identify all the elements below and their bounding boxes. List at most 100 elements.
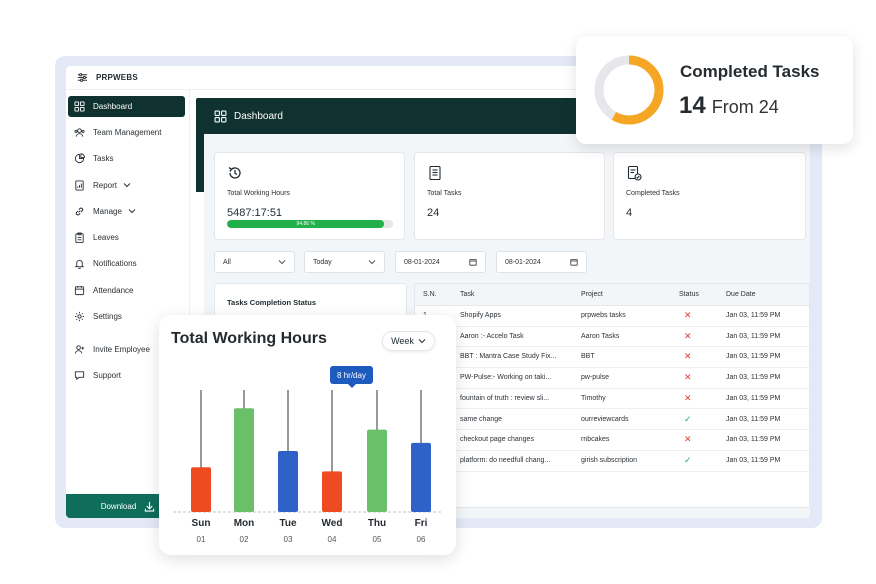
status-pending-icon: ✕: [684, 310, 692, 320]
sidebar-item-label: Report: [93, 180, 118, 190]
chevron-down-icon: [368, 260, 376, 265]
date-from-value: 08-01-2024: [404, 258, 440, 266]
brand-name: PRPWEBS: [96, 73, 138, 82]
sidebar-item-tasks[interactable]: Tasks: [68, 148, 185, 169]
chart-tooltip: 8 hr/day: [330, 366, 373, 388]
column-header: Status: [679, 291, 699, 298]
bar-fri[interactable]: [411, 442, 431, 512]
download-icon: [145, 501, 155, 512]
cell-due-date: Jan 03, 11:59 PM: [726, 353, 781, 361]
sidebar-item-label: Tasks: [93, 154, 114, 163]
cell-due-date: Jan 03, 11:59 PM: [726, 374, 781, 382]
cell-project: pw-pulse: [581, 374, 610, 382]
bar-mon[interactable]: [234, 408, 254, 512]
sidebar-item-team-management[interactable]: Team Management: [68, 122, 185, 143]
day-number: 02: [239, 535, 249, 544]
sidebar-item-leaves[interactable]: Leaves: [68, 227, 185, 248]
working-hours-progress: 94.86 %: [227, 220, 393, 228]
chevron-down-icon: [128, 209, 136, 214]
calendar-icon: [469, 259, 477, 266]
cell-project: prpwebs tasks: [581, 312, 626, 319]
cell-due-date: Jan 03, 11:59 PM: [726, 332, 781, 340]
sidebar-item-label: Leaves: [93, 233, 119, 242]
sidebar-item-label: Dashboard: [93, 102, 133, 111]
bar-wed[interactable]: [322, 471, 342, 512]
sidebar-item-settings[interactable]: Settings: [68, 306, 185, 327]
cell-due-date: Jan 03, 11:59 PM: [726, 312, 781, 319]
cell-due-date: Jan 03, 11:59 PM: [726, 394, 781, 402]
cell-task: Aaron :- Accelo Task: [460, 332, 524, 340]
cell-task: platform: do needfull chang...: [460, 456, 551, 464]
table-row[interactable]: checkout page changes rnbcakes ✕ Jan 03, 11…: [415, 430, 809, 451]
calendar-icon: [74, 285, 85, 295]
working-hours-card: Total Working Hours Week 8 hr/day Sun 01 M…: [159, 315, 456, 555]
sidebar-item-support[interactable]: Support: [68, 365, 185, 386]
table-row[interactable]: same change ourreviewcards ✓ Jan 03, 11:59 …: [415, 410, 809, 431]
stat-label: Completed Tasks: [626, 190, 680, 197]
cell-due-date: Jan 03, 11:59 PM: [726, 456, 781, 464]
user-plus-icon: [74, 344, 85, 354]
top-bar: PRPWEBS: [66, 66, 810, 90]
date-to-value: 08-01-2024: [505, 258, 541, 266]
page-title: Dashboard: [234, 110, 283, 122]
cell-project: Aaron Tasks: [581, 332, 620, 340]
scope-value: All: [223, 258, 231, 266]
period-dropdown-label: Week: [391, 336, 414, 346]
scope-select[interactable]: All: [214, 251, 295, 273]
document-check-icon: [627, 165, 642, 181]
grid-icon: [74, 101, 85, 112]
sidebar-item-label: Attendance: [93, 285, 134, 295]
date-from-input[interactable]: 08-01-2024: [395, 251, 486, 273]
stat-card-working-hours: Total Working Hours 5487:17:51 94.86 %: [214, 152, 405, 240]
stat-card-completed-tasks: Completed Tasks 4: [613, 152, 806, 240]
calendar-icon: [570, 259, 578, 266]
link-icon: [75, 207, 84, 215]
table-row[interactable]: Aaron :- Accelo Task Aaron Tasks ✕ Jan 03, …: [415, 327, 809, 348]
chat-icon: [74, 371, 85, 381]
stat-value: 4: [626, 207, 633, 219]
sidebar-item-attendance[interactable]: Attendance: [68, 280, 185, 301]
completed-tasks-card: Completed Tasks 14 From 24: [576, 36, 853, 144]
date-to-input[interactable]: 08-01-2024: [496, 251, 587, 273]
sidebar-item-report[interactable]: Report: [68, 175, 185, 196]
bar-thu[interactable]: [367, 429, 387, 512]
day-number: 04: [327, 535, 337, 544]
sidebar-item-label: Notifications: [93, 259, 137, 268]
table-row[interactable]: PW-Pulse:- Working on taki... pw-pulse ✕ Ja…: [415, 368, 809, 389]
status-done-icon: ✓: [684, 454, 692, 465]
cell-project: Timothy: [581, 394, 606, 402]
status-pending-icon: ✕: [684, 330, 692, 341]
download-label: Download: [100, 501, 137, 511]
sidebar-item-label: Settings: [93, 311, 122, 321]
sidebar-item-notifications[interactable]: Notifications: [68, 253, 185, 274]
sidebar-item-manage[interactable]: Manage: [68, 201, 185, 222]
day-number: 01: [196, 535, 206, 544]
sidebar-item-invite-employee[interactable]: Invite Employee: [68, 339, 185, 360]
table-row[interactable]: platform: do needfull chang... girish sub…: [415, 451, 809, 472]
period-value: Today: [313, 258, 332, 266]
chevron-down-icon: [418, 339, 426, 344]
day-number: 06: [416, 535, 426, 544]
period-dropdown[interactable]: Week: [382, 331, 435, 351]
menu-toggle-icon[interactable]: [77, 72, 88, 83]
cell-task: checkout page changes: [460, 436, 534, 444]
bar-tue[interactable]: [278, 451, 298, 512]
completed-tasks-summary: 14 From 24: [679, 92, 779, 120]
cell-task: same change: [460, 415, 503, 423]
table-row[interactable]: fountain of truth : review sli... Timothy…: [415, 389, 809, 410]
status-pending-icon: ✕: [684, 434, 692, 445]
clipboard-icon: [75, 232, 84, 243]
sidebar-item-label: Support: [93, 371, 122, 380]
status-pending-icon: ✕: [684, 372, 692, 383]
bar-sun[interactable]: [191, 467, 211, 512]
period-select[interactable]: Today: [304, 251, 385, 273]
day-label: Tue: [279, 518, 297, 529]
table-row[interactable]: BBT : Mantra Case Study Fix... BBT ✕ Jan 03…: [415, 347, 809, 369]
cell-due-date: Jan 03, 11:59 PM: [726, 415, 781, 423]
day-number: 05: [372, 535, 382, 544]
table-header: S.N. Task Project Status Due Date: [415, 284, 809, 306]
sidebar-item-dashboard[interactable]: Dashboard: [68, 96, 185, 117]
day-number: 03: [283, 535, 293, 544]
status-pending-icon: ✕: [684, 392, 692, 403]
